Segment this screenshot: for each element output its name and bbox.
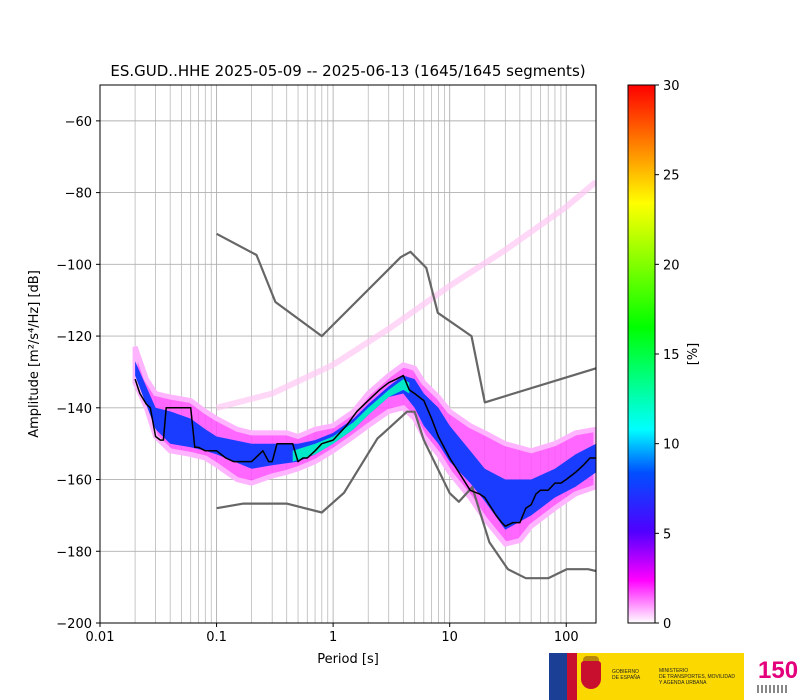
y-tick-label: −60 <box>65 115 92 130</box>
x-tick-label: 0.1 <box>206 630 227 645</box>
x-axis-label: Period [s] <box>317 652 379 667</box>
colorbar <box>627 84 656 624</box>
noise-model-curves <box>216 232 596 580</box>
colorbar-tick-label: 10 <box>663 438 680 453</box>
y-axis-label: Amplitude [m²/s⁴/Hz] [dB] <box>27 270 42 438</box>
y-tick-label: −180 <box>56 545 92 560</box>
coat-of-arms-icon <box>581 661 601 689</box>
footer-logos: GOBIERNO DE ESPAÑA MINISTERIO DE TRANSPO… <box>549 653 798 700</box>
x-tick-label: 1 <box>329 630 337 645</box>
density-edge-band <box>132 345 596 547</box>
x-tick-label: 10 <box>441 630 458 645</box>
colorbar-ticks: 0 5 10 15 20 25 30 <box>655 79 680 632</box>
y-axis-ticks: −60 −80 −100 −120 −140 −160 −180 −200 <box>56 115 100 632</box>
density-faint-band <box>215 179 596 411</box>
government-wordmark: GOBIERNO DE ESPAÑA <box>612 669 641 681</box>
colorbar-tick-label: 5 <box>663 527 671 542</box>
y-tick-label: −120 <box>56 330 92 345</box>
government-logo: GOBIERNO DE ESPAÑA MINISTERIO DE TRANSPO… <box>549 653 744 700</box>
noise-model-low <box>216 410 596 580</box>
mode-curve-group <box>134 374 596 527</box>
colorbar-tick-label: 15 <box>663 348 680 363</box>
y-tick-label: −160 <box>56 474 92 489</box>
colorbar-tick-label: 0 <box>663 617 671 632</box>
y-tick-label: −200 <box>56 617 92 632</box>
density-heatmap <box>132 179 596 547</box>
plot-frame <box>99 84 597 624</box>
noise-model-high <box>216 232 596 404</box>
eu-flag-icon <box>549 653 567 700</box>
building-icon <box>757 685 787 693</box>
density-peak-band <box>292 379 410 462</box>
x-tick-label: 100 <box>554 630 579 645</box>
colorbar-tick-label: 20 <box>663 258 680 273</box>
mode-curve <box>134 374 596 527</box>
density-core-band <box>135 361 596 530</box>
y-tick-label: −100 <box>56 258 92 273</box>
x-tick-label: 0.01 <box>86 630 115 645</box>
y-tick-label: −140 <box>56 402 92 417</box>
ministry-wordmark: MINISTERIO DE TRANSPORTES, MOVILIDAD Y A… <box>659 668 735 686</box>
colorbar-tick-label: 25 <box>663 169 680 184</box>
x-axis-ticks: 0.01 0.1 1 10 100 <box>86 623 579 645</box>
y-tick-label: −80 <box>65 187 92 202</box>
crown-icon <box>583 656 599 662</box>
chart-title: ES.GUD..HHE 2025-05-09 -- 2025-06-13 (16… <box>110 62 585 80</box>
colorbar-label: [%] <box>686 343 701 366</box>
colorbar-tick-label: 30 <box>663 79 680 94</box>
ign-150-logo: 150 <box>754 657 798 697</box>
spain-flag-icon <box>567 653 577 700</box>
